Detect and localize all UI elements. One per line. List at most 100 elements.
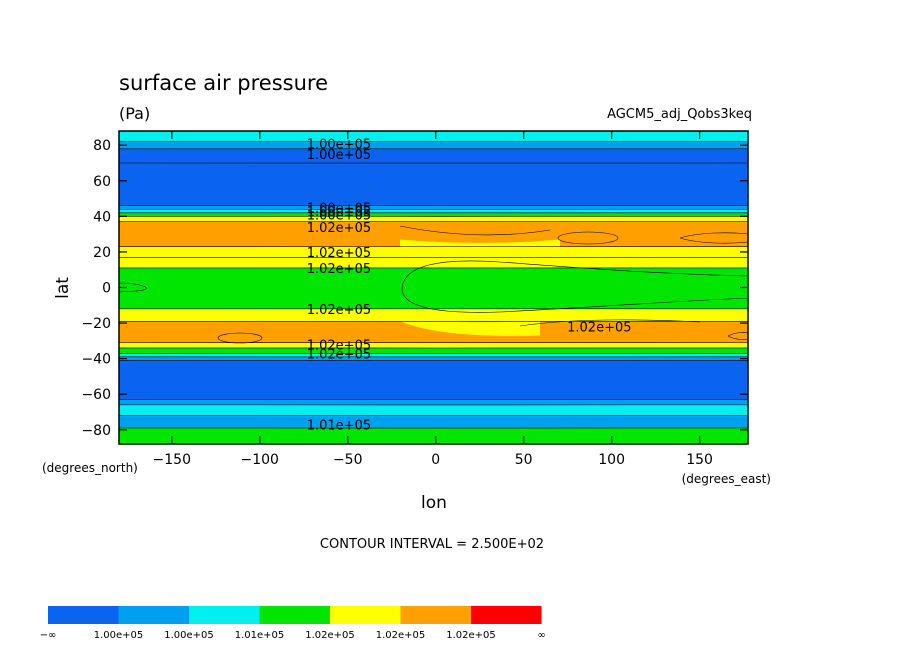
pressure-band [119,347,748,354]
contour-line [401,260,748,291]
contour-line [119,267,748,269]
legend-swatch [48,606,119,624]
contour-label: 1.02e+05 [567,321,631,336]
contour-label: 1.00e+05 [307,205,371,220]
pressure-band [119,353,748,357]
contour-line [119,212,748,214]
contour-line [119,398,748,401]
contour-line [119,414,748,417]
contour-label: 1.02e+05 [307,221,371,236]
contour-line [119,162,748,164]
legend-label: 1.00e+05 [164,630,214,641]
contour-line [679,237,748,244]
contour-line [119,352,748,354]
contour-line [217,332,263,344]
contour-line [557,231,619,245]
contour-line [119,342,748,344]
pressure-band [119,257,748,268]
pressure-band [119,427,748,444]
color-legend: −∞ 1.00e+05 1.00e+05 1.01e+05 1.02e+05 1.02e+… [40,606,546,641]
contour-label: 1.00e+05 [307,148,371,163]
contour-line [119,308,748,310]
legend-swatch [400,606,471,624]
y-tick-label: 0 [102,281,111,297]
contour-line [119,320,748,322]
contour-label: 1.00e+05 [307,201,371,216]
chart-title: surface air pressure [119,71,328,95]
pressure-band [119,205,748,210]
x-tick-label: 50 [515,452,533,468]
legend-label: 1.00e+05 [94,630,144,641]
x-units-label: (degrees_east) [682,472,771,486]
legend-swatch [259,606,330,624]
band-bulge [395,308,540,336]
contour-label: 1.00e+05 [307,209,371,224]
y-units-label: (degrees_north) [42,461,138,475]
contour-line [119,347,748,349]
y-tick-label: −20 [81,316,111,332]
pressure-band [119,415,748,428]
legend-label: 1.01e+05 [235,630,285,641]
legend-label: −∞ [40,630,57,641]
legend-label: 1.02e+05 [376,630,426,641]
pressure-band [119,399,748,405]
contour-line [119,282,147,293]
pressure-band [119,216,748,222]
legend-swatch [189,606,260,624]
pressure-band [119,267,748,309]
contour-line [119,221,748,223]
band-bulge [400,239,560,252]
pressure-band [119,342,748,348]
contour-line [119,356,748,358]
pressure-bands [119,131,748,444]
x-tick-label: 100 [598,452,625,468]
x-tick-label: 0 [431,452,440,468]
contour-labels: 1.00e+051.00e+051.00e+051.00e+051.00e+05… [307,137,632,433]
x-tick-label: −150 [153,452,191,468]
legend-swatch [471,606,542,624]
contour-line [119,148,748,150]
y-axis-label: lat [53,277,73,299]
contour-label: 1.02e+05 [307,338,371,353]
run-label: AGCM5_adj_Qobs3keq [607,107,752,122]
contour-line [119,205,748,207]
contour-label: 1.00e+05 [307,137,371,152]
pressure-band [119,360,748,400]
contour-line [727,332,748,337]
contour-line [119,256,748,258]
pressure-band [119,212,748,217]
y-tick-label: 80 [93,138,111,154]
pressure-band [119,209,748,213]
x-axis: −150 −100 −50 0 50 100 150 [153,131,713,468]
pressure-band [119,163,748,206]
pressure-band [119,356,748,361]
contour-line [119,246,748,248]
contour-line [119,359,748,362]
pressure-band [119,321,748,343]
legend-label: 1.02e+05 [446,630,496,641]
legend-swatch [118,606,189,624]
contour-label: 1.01e+05 [307,418,371,433]
contour-line [119,208,748,210]
chart-subtitle: (Pa) [119,104,150,123]
contour-label: 1.02e+05 [307,246,371,261]
contour-line [119,215,748,217]
contour-line [727,335,748,340]
x-tick-label: −50 [333,452,363,468]
contour-label: 1.02e+05 [307,262,371,277]
x-axis-label: lon [421,493,447,513]
contour-label: 1.02e+05 [307,303,371,318]
pressure-band [119,131,748,142]
contour-line [119,404,748,406]
y-tick-label: 20 [93,245,111,261]
contour-line [399,225,551,236]
legend-label: 1.02e+05 [305,630,355,641]
contour-line [401,289,748,313]
legend-swatch [330,606,401,624]
contour-interval-note: CONTOUR INTERVAL = 2.500E+02 [320,537,544,552]
y-tick-label: −60 [81,387,111,403]
pressure-band [119,246,748,258]
y-axis: 80 60 40 20 0 −20 −40 −60 −80 [81,138,748,439]
contour-line [519,319,701,327]
